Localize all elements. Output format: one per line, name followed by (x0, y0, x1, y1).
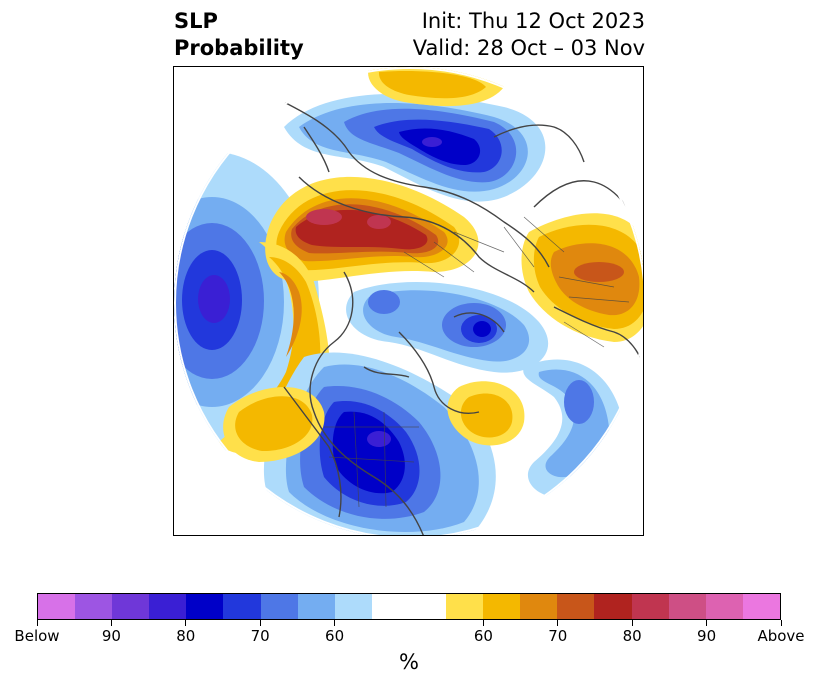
colorbar-swatch (260, 594, 298, 619)
colorbar-swatch (75, 594, 113, 619)
contour-deepblue-arctic (399, 128, 481, 165)
contour-gold-eastcoast (460, 393, 513, 438)
colorbar-swatch (149, 594, 187, 619)
colorbar-swatch (631, 594, 669, 619)
probability-field (174, 67, 643, 535)
colorbar-swatch (594, 594, 632, 619)
colorbar (37, 593, 781, 620)
colorbar-swatch (742, 594, 780, 619)
colorbar-swatch (483, 594, 521, 619)
colorbar-swatch (520, 594, 558, 619)
colorbar-unit: % (399, 650, 419, 674)
colorbar-tick-label: 90 (101, 627, 121, 645)
colorbar-tick-label: 90 (697, 627, 717, 645)
colorbar-swatch (297, 594, 335, 619)
contour-darkorange-europe (574, 262, 624, 282)
contour-blue-atlantic (564, 380, 594, 424)
colorbar-tick (110, 620, 112, 626)
colorbar-swatch (446, 594, 484, 619)
colorbar-tick-label: 70 (250, 627, 270, 645)
contour-deepblue-west (198, 275, 230, 323)
colorbar-swatch (38, 594, 76, 619)
contour-gold-alaska (235, 396, 313, 452)
colorbar-tick-label: 60 (325, 627, 345, 645)
colorbar-swatch (705, 594, 743, 619)
title-field: Probability (174, 36, 304, 60)
contour-core-namerica (367, 431, 391, 447)
colorbar-tick-label: 80 (176, 627, 196, 645)
colorbar-tick-label: Above (757, 627, 805, 645)
colorbar-tick (780, 620, 782, 626)
map-title: SLP Probability (174, 8, 304, 62)
colorbar-tick (185, 620, 187, 626)
colorbar-tick (631, 620, 633, 626)
colorbar-tick (557, 620, 559, 626)
colorbar-tick (706, 620, 708, 626)
contour-core-arctic (422, 137, 442, 147)
colorbar-tick (259, 620, 261, 626)
map-dates: Init: Thu 12 Oct 2023 Valid: 28 Oct – 03… (413, 8, 645, 62)
colorbar-swatch (223, 594, 261, 619)
colorbar-tick (36, 620, 38, 626)
colorbar-tick (482, 620, 484, 626)
colorbar-tick (334, 620, 336, 626)
colorbar-swatch (371, 594, 409, 619)
colorbar-swatch (408, 594, 447, 619)
contour-deepblue-central (473, 321, 491, 337)
contour-orange-pacific (279, 272, 302, 357)
colorbar-tick-label: 80 (622, 627, 642, 645)
colorbar-swatch (557, 594, 595, 619)
coastlines (273, 96, 643, 535)
init-date: Init: Thu 12 Oct 2023 (421, 9, 645, 33)
colorbar-swatch (186, 594, 224, 619)
borders (324, 216, 630, 508)
contour-deepblue-namerica (332, 411, 405, 494)
contour-blue-central-a (368, 290, 400, 314)
title-variable: SLP (174, 9, 218, 33)
valid-range: Valid: 28 Oct – 03 Nov (412, 36, 645, 60)
colorbar-swatch (334, 594, 372, 619)
contour-rose-north-b (367, 215, 391, 229)
colorbar-tick-label: 60 (473, 627, 493, 645)
colorbar-tick-label: Below (14, 627, 60, 645)
polar-map (173, 66, 644, 536)
colorbar-swatch (668, 594, 706, 619)
contour-gold-top (378, 70, 486, 99)
contour-rose-north-a (306, 209, 342, 225)
colorbar-tick-label: 70 (548, 627, 568, 645)
colorbar-swatch (112, 594, 150, 619)
